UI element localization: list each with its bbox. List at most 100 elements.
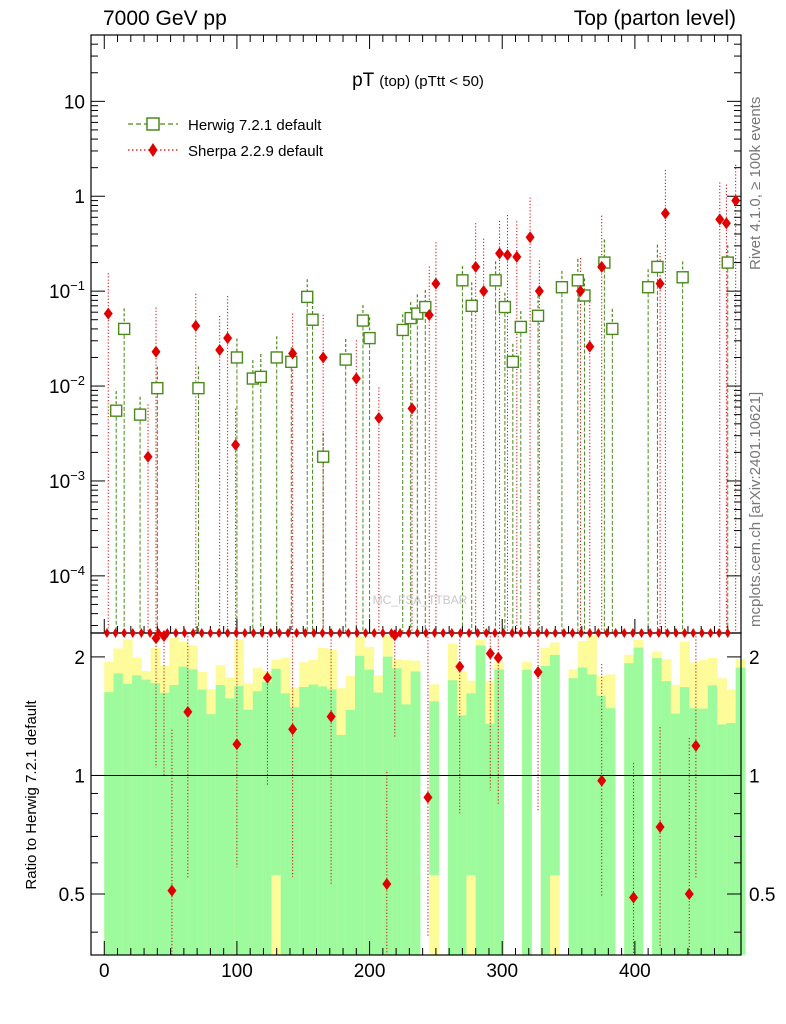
sherpa-zero-point [198, 628, 205, 638]
band-green [132, 675, 142, 955]
sherpa-zero-point [293, 628, 300, 638]
sherpa-point [715, 213, 725, 226]
sherpa-zero-point [716, 628, 723, 638]
herwig-point [133, 408, 147, 421]
legend: Herwig 7.2.1 default Sherpa 2.2.9 defaul… [128, 117, 324, 160]
sherpa-zero-point [543, 628, 550, 638]
sherpa-zero-point [431, 628, 438, 638]
legend-sherpa-marker [148, 143, 158, 157]
sherpa-zero-point [664, 628, 671, 638]
herwig-point [721, 256, 734, 269]
sherpa-point [351, 372, 361, 385]
ratio-y-tick-label: 1 [74, 766, 85, 787]
ratio-uncertainty-bands [104, 635, 746, 955]
sherpa-point [431, 277, 441, 290]
band-green [549, 654, 560, 875]
sherpa-zero-point [250, 628, 257, 638]
band-green [689, 708, 700, 955]
y-tick-label: 1 [74, 187, 85, 208]
band-green [327, 689, 337, 955]
herwig-point [641, 281, 655, 294]
x-tick-label: 0 [99, 961, 110, 982]
ratio-y-tick-label-right: 2 [749, 648, 760, 669]
sherpa-zero-point [560, 628, 567, 638]
herwig-point [254, 370, 267, 384]
ratio-point [262, 671, 272, 684]
y-tick-label: 10−1 [49, 278, 85, 303]
sherpa-zero-point [172, 628, 179, 638]
ratio-point [455, 660, 465, 673]
band-green [707, 685, 718, 955]
band-green [382, 656, 393, 955]
herwig-point [531, 309, 545, 322]
sherpa-zero-point [647, 628, 654, 638]
y-tick-label: 10−4 [49, 563, 85, 588]
sherpa-zero-point [698, 628, 705, 638]
band-green [243, 709, 254, 955]
band-green [113, 673, 124, 955]
sherpa-zero-point [586, 628, 593, 638]
sherpa-point [660, 207, 670, 220]
band-green [457, 715, 467, 955]
sherpa-point [525, 231, 535, 244]
band-green [271, 668, 282, 875]
sherpa-point [597, 260, 607, 273]
band-green [104, 692, 115, 955]
ratio-point [159, 630, 169, 643]
sherpa-zero-point [336, 628, 343, 638]
y-tick-label: 10 [64, 92, 85, 113]
sherpa-zero-point [517, 628, 524, 638]
sherpa-zero-point [284, 628, 291, 638]
band-green [494, 669, 505, 955]
x-tick-label: 200 [354, 961, 386, 982]
ratio-point [597, 774, 607, 787]
sherpa-zero-point [673, 628, 679, 638]
sherpa-zero-point [422, 628, 429, 638]
ratio-point [485, 647, 495, 660]
legend-herwig-marker [146, 117, 160, 131]
sherpa-point [471, 260, 481, 273]
band-green [429, 701, 440, 875]
herwig-point [676, 271, 689, 284]
herwig-point [396, 323, 409, 337]
sherpa-zero-point [216, 628, 223, 638]
x-tick-label: 300 [486, 961, 518, 982]
herwig-point [363, 331, 376, 345]
band-green [299, 687, 310, 955]
sherpa-zero-point [190, 628, 197, 638]
x-tick-label: 400 [619, 961, 651, 982]
band-green [587, 674, 597, 955]
herwig-point [306, 313, 319, 326]
sherpa-zero-point [405, 628, 412, 638]
band-green [652, 658, 662, 955]
sherpa-zero-point [371, 628, 378, 638]
x-tick-label: 100 [221, 961, 253, 982]
ratio-point [691, 739, 701, 752]
band-green [577, 667, 588, 955]
plot-title-sub: (top) (pTtt < 50) [379, 73, 484, 90]
legend-herwig-label: Herwig 7.2.1 default [188, 117, 322, 134]
sherpa-point [318, 351, 328, 364]
herwig-point [514, 320, 527, 334]
ratio-point [167, 884, 177, 897]
sherpa-zero-point [612, 628, 619, 638]
band-green [698, 708, 709, 955]
sherpa-zero-point [552, 628, 559, 638]
ratio-point [151, 632, 161, 645]
band-green [169, 685, 180, 955]
band-green [197, 689, 207, 955]
band-green [234, 686, 245, 955]
band-green [280, 693, 291, 955]
band-green [484, 723, 495, 955]
sherpa-zero-point [276, 628, 283, 638]
sherpa-point [731, 194, 741, 207]
ratio-y-tick-label: 0.5 [59, 885, 85, 906]
herwig-point [506, 355, 520, 369]
sherpa-zero-point [302, 628, 309, 638]
ratio-point [533, 666, 543, 679]
herwig-point [419, 300, 432, 314]
herwig-point [316, 450, 330, 463]
band-green [522, 669, 532, 955]
band-green [122, 683, 133, 955]
sherpa-zero-point [448, 628, 455, 638]
